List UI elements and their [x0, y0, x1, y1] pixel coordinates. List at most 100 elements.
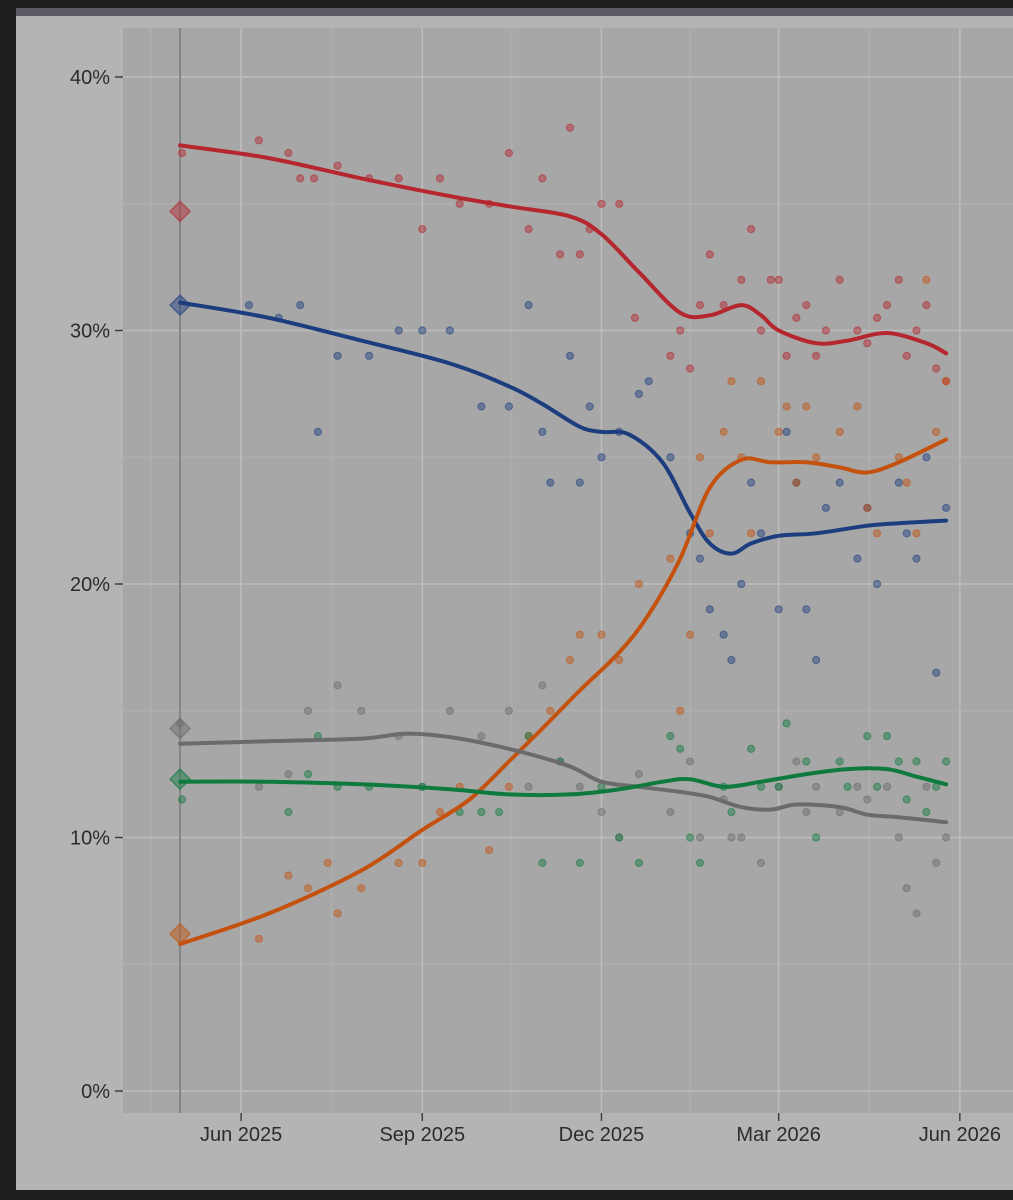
poll-point-series-3 [333, 909, 342, 918]
poll-point-series-3 [686, 630, 695, 639]
poll-point-series-5 [284, 808, 293, 817]
poll-point-series-2 [634, 389, 644, 398]
poll-point-series-1 [747, 225, 756, 234]
poll-point-series-2 [565, 351, 575, 360]
y-tick-label: 40% [70, 67, 110, 89]
poll-point-series-3 [922, 275, 931, 284]
poll-point-series-5 [802, 757, 811, 766]
poll-point-series-5 [812, 833, 821, 842]
poll-point-series-1 [802, 301, 811, 310]
poll-point-series-5 [873, 782, 882, 791]
poll-point-series-4 [912, 909, 921, 918]
poll-point-series-1 [418, 225, 427, 234]
poll-point-series-4 [597, 808, 606, 817]
poll-point-series-3 [435, 808, 445, 817]
poll-point-series-5 [695, 858, 705, 868]
poll-point-series-2 [666, 453, 675, 462]
poll-point-series-3 [597, 630, 606, 639]
poll-point-series-3 [942, 377, 951, 386]
poll-point-series-5 [843, 782, 852, 791]
x-tick-label: Sep 2025 [379, 1124, 465, 1146]
poll-point-series-5 [835, 757, 844, 766]
poll-point-series-2 [695, 554, 705, 563]
poll-point-series-5 [894, 757, 903, 766]
poll-point-series-1 [812, 351, 821, 360]
start-markers [169, 200, 192, 945]
poll-point-series-2 [477, 402, 486, 411]
poll-point-series-4 [894, 833, 903, 842]
trend-line-series-3 [178, 437, 949, 946]
poll-point-series-5 [615, 833, 624, 842]
poll-point-series-2 [644, 377, 653, 386]
poll-point-series-1 [284, 148, 293, 158]
poll-point-series-4 [176, 719, 185, 728]
plot-panel [123, 28, 1013, 1113]
poll-point-series-3 [666, 554, 675, 563]
poll-point-series-3 [747, 529, 756, 538]
poll-point-series-1 [394, 174, 403, 183]
poll-point-series-2 [853, 554, 862, 563]
trend-lines [178, 143, 949, 946]
x-tick-label: Dec 2025 [559, 1124, 645, 1146]
poll-point-series-1 [756, 326, 766, 335]
poll-point-series-5 [782, 719, 791, 728]
poll-point-series-2 [538, 427, 547, 436]
poll-point-series-2 [504, 402, 513, 411]
poll-point-series-4 [727, 833, 736, 842]
poll-point-series-5 [575, 858, 584, 868]
poll-point-series-4 [504, 706, 513, 715]
poll-point-series-2 [313, 427, 322, 436]
poll-point-series-3 [863, 503, 872, 512]
poll-point-series-4 [575, 782, 584, 791]
poll-point-series-3 [932, 427, 941, 436]
poll-point-series-3 [323, 858, 332, 868]
poll-point-series-4 [835, 808, 844, 817]
poll-point-series-4 [942, 833, 951, 842]
poll-point-series-2 [727, 655, 736, 665]
poll-point-series-5 [676, 744, 685, 753]
poll-point-series-2 [812, 655, 821, 665]
poll-point-series-4 [695, 833, 705, 842]
poll-point-series-2 [575, 478, 584, 487]
poll-point-series-4 [756, 858, 766, 868]
poll-point-series-1 [695, 301, 705, 310]
poll-point-series-1 [254, 136, 263, 145]
poll-point-series-2 [296, 301, 305, 310]
poll-point-series-1 [774, 275, 783, 284]
poll-point-series-3 [485, 846, 494, 855]
trend-line-series-1 [178, 143, 949, 356]
poll-point-series-2 [394, 326, 403, 335]
trend-line-series-4 [178, 731, 949, 825]
poll-point-series-1 [435, 174, 445, 183]
poll-point-series-4 [932, 858, 941, 868]
poll-point-series-4 [634, 770, 644, 779]
poll-point-series-4 [863, 795, 872, 804]
poll-point-series-3 [792, 478, 801, 487]
poll-point-series-1 [821, 326, 831, 335]
poll-point-series-4 [792, 757, 801, 766]
poll-point-series-3 [802, 402, 811, 411]
poll-point-series-2 [932, 668, 941, 677]
poll-point-series-5 [774, 782, 783, 791]
poll-point-series-5 [863, 732, 872, 741]
trend-line-series-2 [178, 300, 949, 556]
poll-point-series-4 [853, 782, 862, 791]
poll-point-series-5 [902, 795, 911, 804]
poll-point-series-5 [477, 808, 486, 817]
poll-point-series-5 [882, 732, 892, 741]
poll-point-series-5 [495, 808, 504, 817]
poll-point-series-3 [304, 884, 313, 893]
poll-point-series-3 [284, 871, 293, 880]
poll-point-series-2 [747, 478, 756, 487]
poll-point-series-2 [821, 503, 831, 512]
poll-points [176, 123, 951, 944]
poll-point-series-1 [912, 326, 921, 335]
poll-point-series-5 [686, 833, 695, 842]
poll-point-series-1 [309, 174, 319, 183]
poll-point-series-1 [737, 275, 746, 284]
y-tick-label: 30% [70, 321, 110, 343]
poll-point-series-4 [445, 706, 454, 715]
poll-point-series-4 [812, 782, 821, 791]
poll-point-series-1 [504, 148, 513, 158]
poll-point-series-4 [802, 808, 811, 817]
